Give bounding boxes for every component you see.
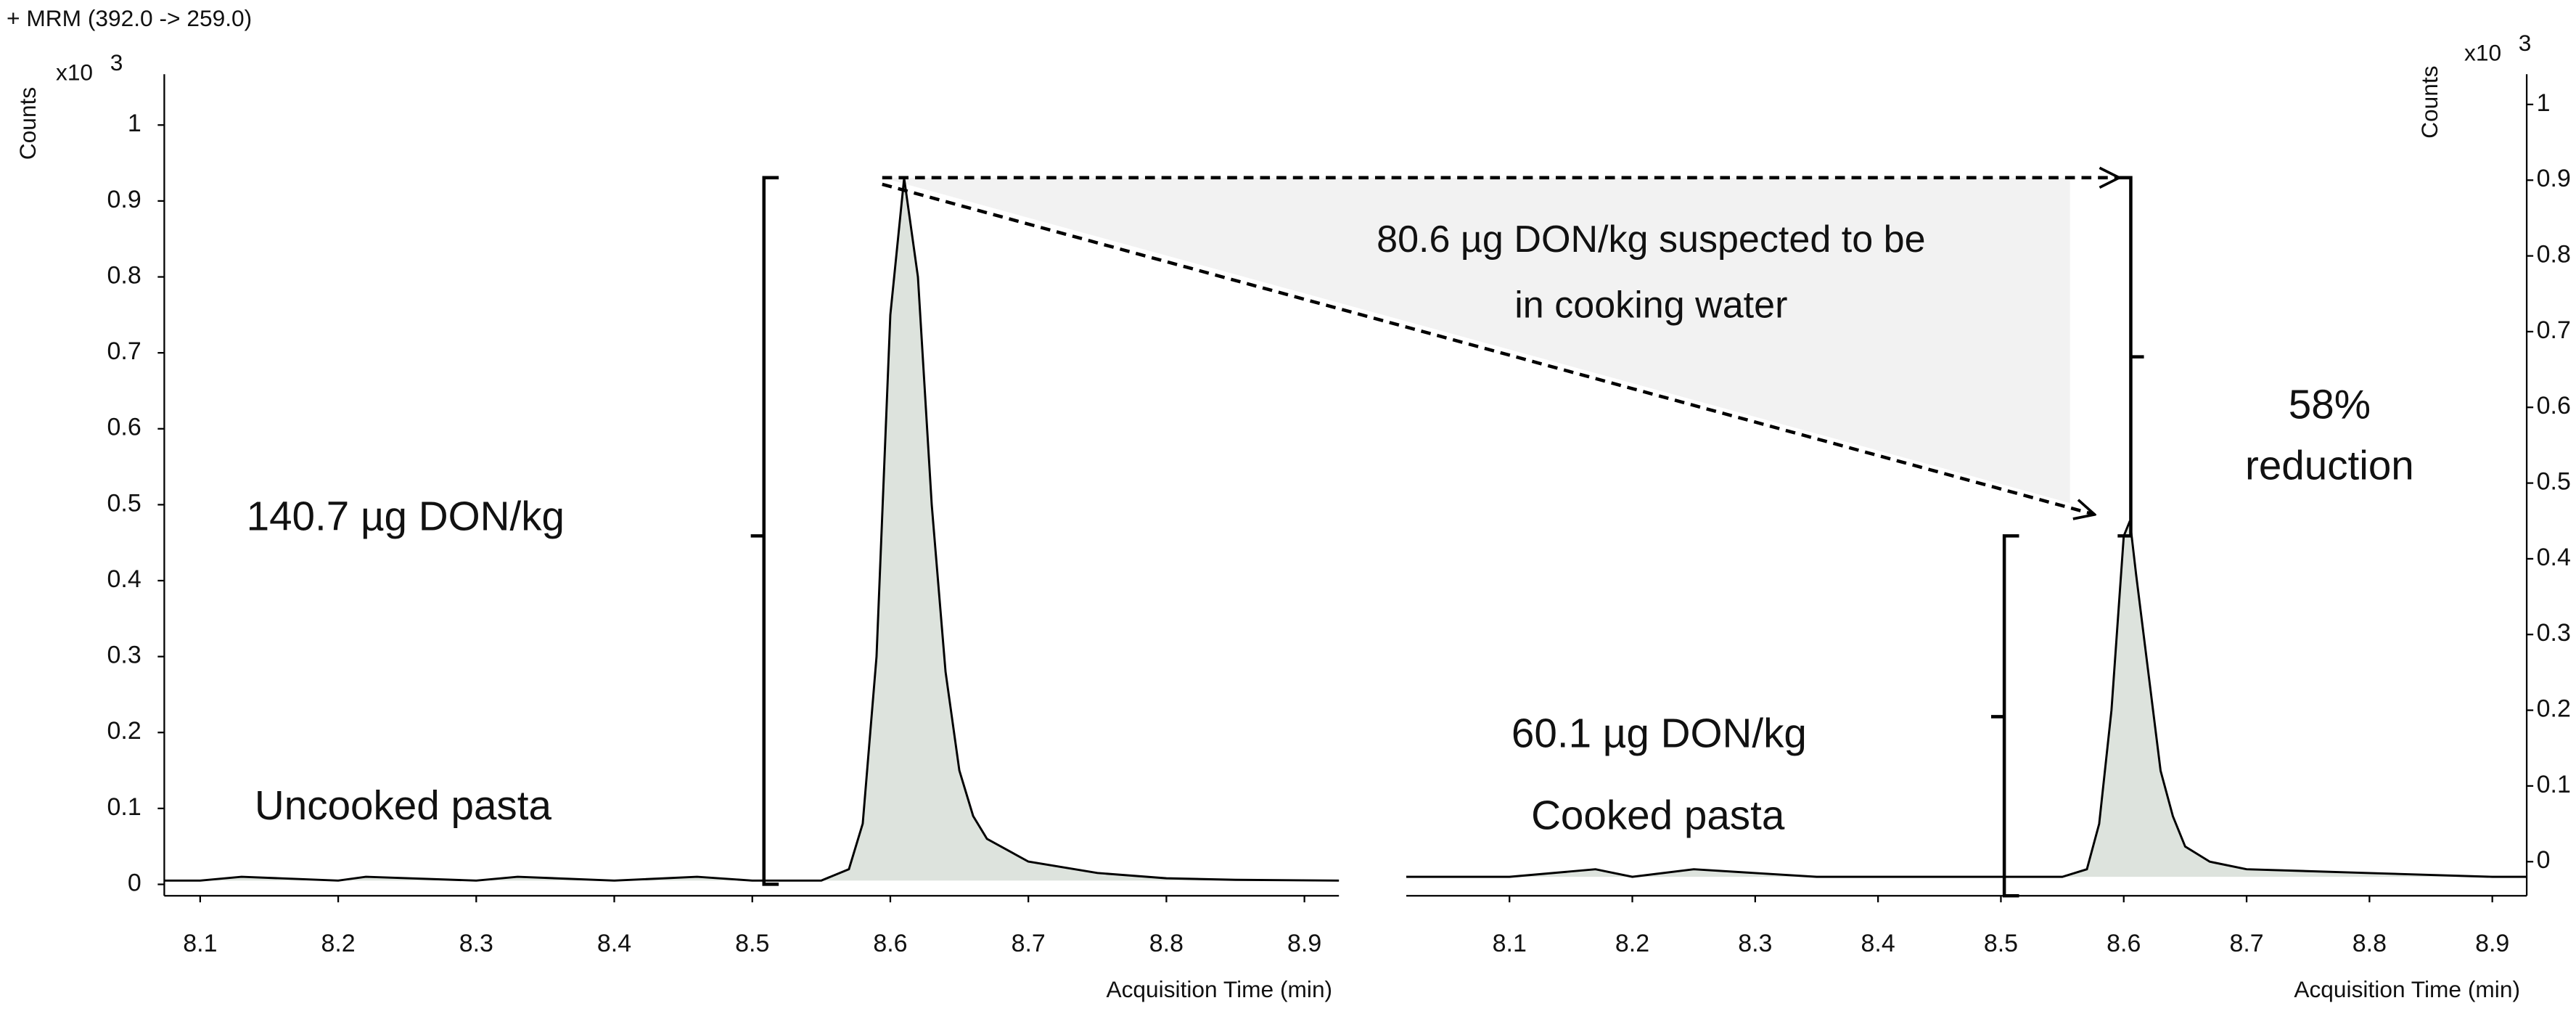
x-tick-label: 8.9 bbox=[1287, 930, 1321, 957]
y-tick-label: 1 bbox=[2537, 89, 2551, 117]
y-tick-label: 0.6 bbox=[2537, 392, 2571, 419]
y-axis-title: Counts bbox=[2416, 65, 2442, 138]
y-tick-label: 0.5 bbox=[2537, 468, 2571, 496]
y-tick-label: 0.4 bbox=[2537, 544, 2571, 571]
y-scale-label: x10 bbox=[2464, 39, 2501, 65]
x-tick-label: 8.8 bbox=[1149, 930, 1184, 957]
annotation: Uncooked pasta bbox=[255, 782, 552, 828]
y-tick-label: 0.3 bbox=[2537, 619, 2571, 647]
y-tick-label: 0.2 bbox=[107, 717, 141, 745]
annotation: 60.1 µg DON/kg bbox=[1511, 711, 1807, 756]
x-axis-title: Acquisition Time (min) bbox=[1106, 976, 1332, 1002]
x-tick-label: 8.2 bbox=[1615, 930, 1649, 957]
x-tick-label: 8.8 bbox=[2353, 930, 2387, 957]
y-tick-label: 0.8 bbox=[107, 262, 141, 290]
shaded-triangle bbox=[882, 177, 2070, 504]
header: + MRM (392.0 -> 259.0) bbox=[7, 5, 252, 31]
annotation: reduction bbox=[2245, 443, 2414, 488]
x-tick-label: 8.3 bbox=[459, 930, 493, 957]
y-tick-label: 0.9 bbox=[2537, 165, 2571, 192]
annotation-shapes bbox=[882, 177, 2070, 504]
x-tick-label: 8.9 bbox=[2475, 930, 2509, 957]
x-tick-label: 8.6 bbox=[2107, 930, 2141, 957]
x-tick-label: 8.4 bbox=[597, 930, 631, 957]
bracket bbox=[1991, 534, 2019, 898]
y-scale-exponent: 3 bbox=[2519, 30, 2532, 56]
y-tick-label: 0.1 bbox=[2537, 771, 2571, 798]
x-tick-label: 8.5 bbox=[1984, 930, 2018, 957]
y-tick-label: 0.9 bbox=[107, 186, 141, 213]
y-tick-label: 0.5 bbox=[107, 489, 141, 517]
x-tick-label: 8.7 bbox=[1012, 930, 1046, 957]
y-scale-label: x10 bbox=[56, 60, 93, 86]
x-tick-label: 8.3 bbox=[1738, 930, 1772, 957]
y-tick-label: 0.8 bbox=[2537, 241, 2571, 269]
y-axis-title: Counts bbox=[15, 87, 41, 160]
x-tick-label: 8.6 bbox=[873, 930, 907, 957]
y-tick-label: 0.6 bbox=[107, 414, 141, 441]
annotation: Cooked pasta bbox=[1531, 793, 1785, 838]
x-tick-label: 8.5 bbox=[735, 930, 769, 957]
plots: 0 0.1 0.2 0.3 0.4 0.5 0.6 0.7 0.8 0.9 1 8.1 8.2 8.3 8.… bbox=[15, 30, 2571, 1002]
x-axis-title: Acquisition Time (min) bbox=[2294, 976, 2520, 1002]
y-tick-label: 0.3 bbox=[107, 642, 141, 669]
y-tick-label: 0.2 bbox=[2537, 695, 2571, 723]
y-tick-label: 0.7 bbox=[107, 337, 141, 365]
annotation: 58% bbox=[2289, 382, 2371, 427]
x-tick-label: 8.7 bbox=[2229, 930, 2263, 957]
bracket bbox=[2117, 176, 2144, 538]
annotation: 80.6 µg DON/kg suspected to be bbox=[1377, 218, 1925, 261]
annotation-shapes bbox=[750, 176, 2144, 898]
annotation: 140.7 µg DON/kg bbox=[247, 494, 565, 539]
annotation: in cooking water bbox=[1514, 284, 1787, 326]
bracket bbox=[750, 176, 779, 886]
y-tick-label: 0.1 bbox=[107, 793, 141, 821]
line bbox=[164, 178, 1340, 882]
y-scale-exponent: 3 bbox=[110, 49, 123, 75]
y-tick-label: 0.4 bbox=[107, 565, 141, 593]
arrow bbox=[882, 182, 2095, 515]
x-tick-label: 8.2 bbox=[321, 930, 355, 957]
y-tick-label: 0.7 bbox=[2537, 316, 2571, 344]
y-tick-label: 0 bbox=[2537, 846, 2551, 874]
y-tick-label: 0 bbox=[128, 869, 141, 896]
x-tick-label: 8.4 bbox=[1861, 930, 1895, 957]
x-tick-label: 8.1 bbox=[1493, 930, 1527, 957]
x-tick-label: 8.1 bbox=[183, 930, 217, 957]
y-tick-label: 1 bbox=[128, 110, 141, 137]
